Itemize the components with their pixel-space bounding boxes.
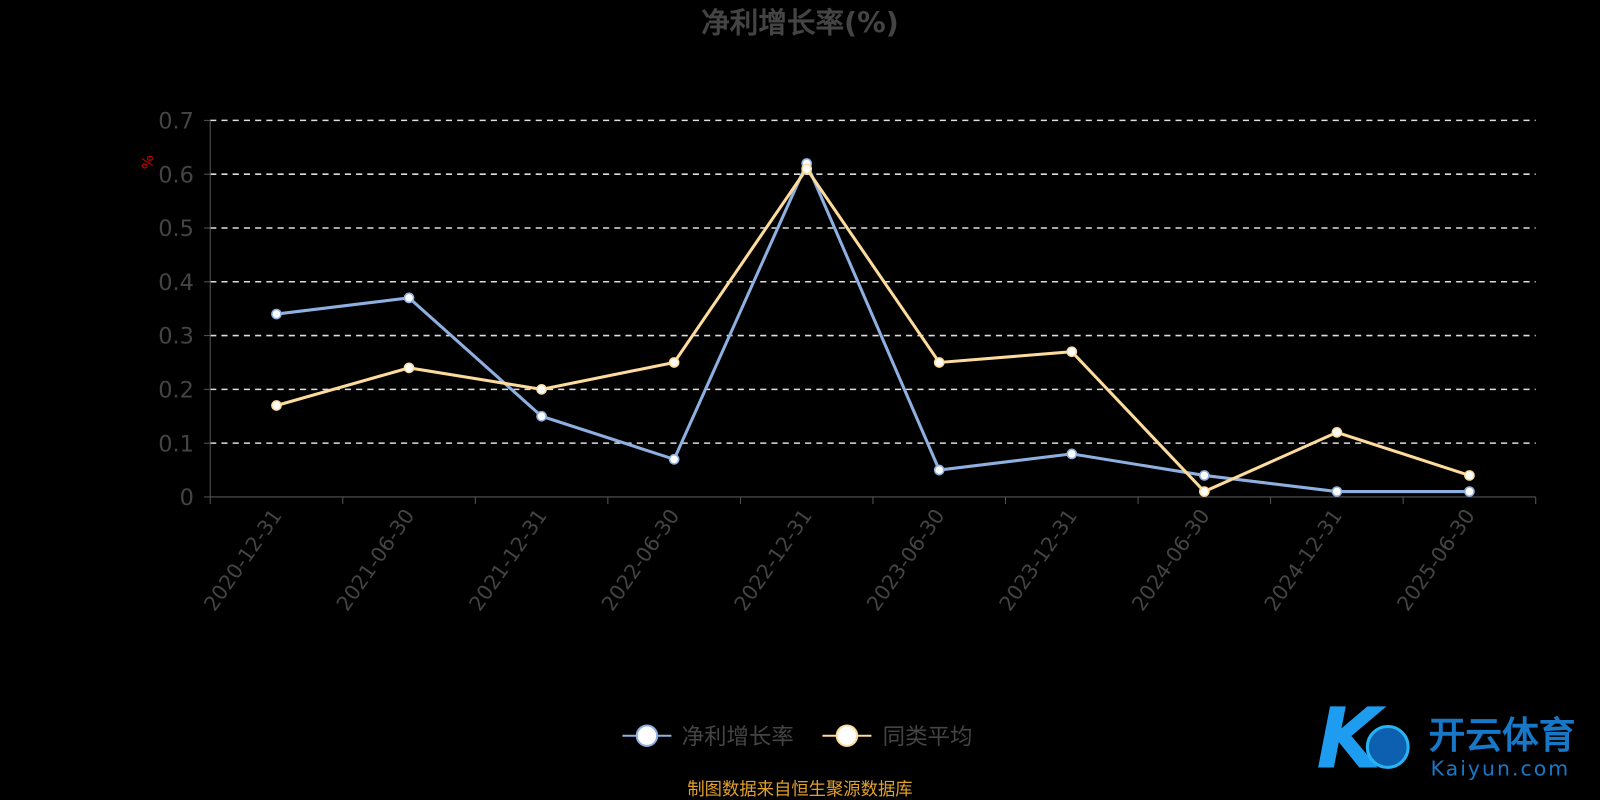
y-tick-label: 0.2	[158, 378, 194, 404]
x-tick-label: 2023-06-30	[862, 504, 950, 615]
data-point	[1066, 346, 1078, 358]
legend-item-series-1[interactable]: 净利增长率	[622, 724, 794, 750]
legend-item-series-2[interactable]: 同类平均	[822, 724, 972, 750]
x-tick-label: 2023-12-31	[994, 504, 1082, 615]
y-tick-label: 0.5	[158, 216, 194, 242]
legend-label: 同类平均	[883, 724, 973, 750]
kaiyun-logo: K 开云体育 Kaiyun.com	[1316, 689, 1575, 787]
logo-domain-text: Kaiyun.com	[1431, 757, 1571, 781]
logo-brand-text: 开云体育	[1429, 714, 1576, 757]
data-point	[801, 163, 813, 175]
data-point	[1066, 448, 1078, 460]
series-line-2	[276, 166, 1470, 494]
data-point	[403, 362, 415, 374]
data-point	[668, 357, 680, 368]
data-point	[271, 400, 282, 411]
y-tick-label: 0.6	[158, 162, 194, 188]
data-point	[1198, 470, 1210, 481]
data-point	[1198, 486, 1210, 497]
data-point	[403, 292, 415, 304]
y-tick-label: 0.3	[158, 324, 194, 350]
data-point	[536, 384, 547, 395]
chart-title: 净利增长率(%)	[701, 6, 899, 40]
y-tick-label: 0.1	[158, 431, 194, 457]
y-tick-label: 0.7	[158, 109, 194, 135]
legend-label: 净利增长率	[682, 724, 794, 750]
x-tick-label: 2022-12-31	[729, 504, 817, 615]
data-point	[1331, 427, 1343, 438]
x-tick-label: 2025-06-30	[1392, 504, 1480, 615]
x-tick-label: 2021-12-31	[464, 504, 552, 615]
legend-marker-icon	[635, 724, 659, 747]
data-point	[1331, 486, 1343, 497]
data-point	[933, 464, 945, 476]
series-line-1	[276, 159, 1470, 494]
x-tick-label: 2020-12-31	[199, 504, 287, 615]
data-point	[536, 410, 547, 422]
data-point	[668, 453, 680, 465]
x-tick-label: 2021-06-30	[332, 504, 420, 615]
legend: 净利增长率 同类平均	[622, 724, 972, 750]
data-point	[1464, 486, 1475, 497]
y-tick-label: 0.4	[158, 270, 194, 296]
y-tick-label: 0	[180, 485, 194, 511]
data-point	[933, 357, 945, 368]
data-point	[1464, 470, 1475, 481]
legend-marker-icon	[835, 724, 859, 747]
x-tick-label: 2024-06-30	[1127, 504, 1215, 615]
data-point	[271, 308, 282, 320]
x-tick-label: 2022-06-30	[597, 504, 685, 615]
data-source-note: 制图数据来自恒生聚源数据库	[687, 780, 912, 800]
soccer-ball-icon	[1365, 725, 1410, 769]
y-axis-unit: %	[139, 155, 157, 170]
x-tick-label: 2024-12-31	[1259, 504, 1347, 615]
